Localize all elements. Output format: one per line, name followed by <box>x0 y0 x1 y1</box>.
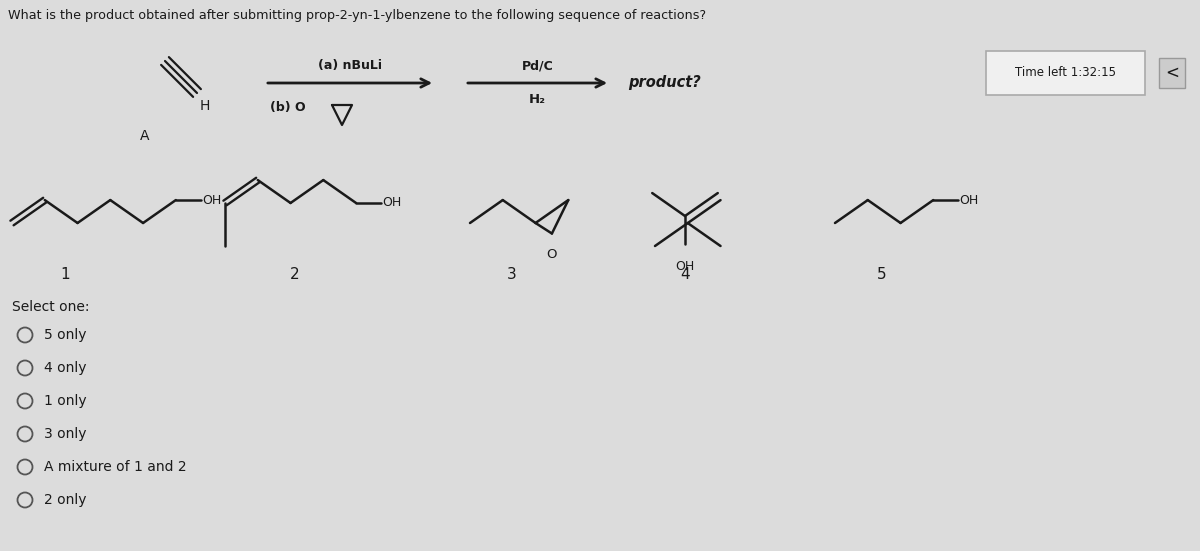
Text: 1 only: 1 only <box>44 394 86 408</box>
Text: <: < <box>1165 64 1178 82</box>
Text: What is the product obtained after submitting prop-2-yn-1-ylbenzene to the follo: What is the product obtained after submi… <box>8 9 706 22</box>
Text: Pd/C: Pd/C <box>522 59 553 72</box>
Text: (b) O: (b) O <box>270 101 306 114</box>
Text: 2 only: 2 only <box>44 493 86 507</box>
Text: product?: product? <box>628 74 701 89</box>
Text: OH: OH <box>676 260 695 273</box>
Text: 3: 3 <box>508 267 517 282</box>
Text: 5: 5 <box>877 267 887 282</box>
Text: 4: 4 <box>680 267 690 282</box>
Text: 1: 1 <box>60 267 70 282</box>
Text: 3 only: 3 only <box>44 427 86 441</box>
Text: H₂: H₂ <box>529 93 546 106</box>
Text: Time left 1:32:15: Time left 1:32:15 <box>1015 67 1116 79</box>
Text: (a) nBuLi: (a) nBuLi <box>318 59 382 72</box>
Text: O: O <box>547 247 557 261</box>
Text: A mixture of 1 and 2: A mixture of 1 and 2 <box>44 460 187 474</box>
Text: Select one:: Select one: <box>12 300 90 314</box>
FancyBboxPatch shape <box>986 51 1145 95</box>
Text: 5 only: 5 only <box>44 328 86 342</box>
Text: OH: OH <box>202 193 221 207</box>
Text: OH: OH <box>382 197 401 209</box>
Text: H: H <box>200 99 210 113</box>
Text: OH: OH <box>959 193 978 207</box>
Text: 2: 2 <box>290 267 300 282</box>
Text: A: A <box>140 129 150 143</box>
Text: 4 only: 4 only <box>44 361 86 375</box>
